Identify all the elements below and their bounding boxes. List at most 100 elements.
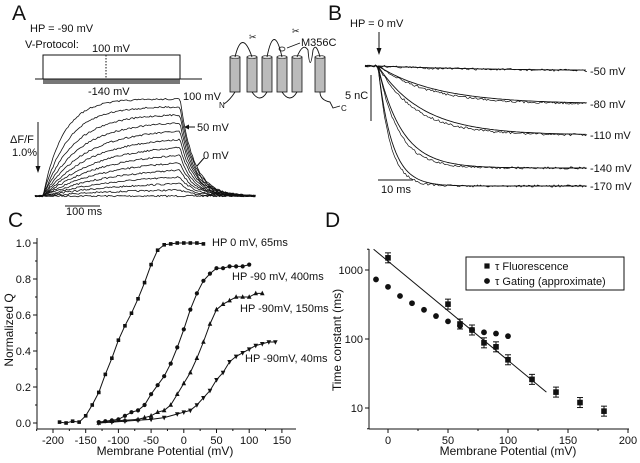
legend-label: τ Fluorescence [495, 261, 568, 273]
data-point [201, 242, 206, 246]
panel-label-a: A [12, 2, 26, 25]
data-point [174, 391, 180, 396]
data-point [181, 380, 187, 386]
data-point [214, 378, 219, 383]
series-label: HP -90mV, 150ms [240, 303, 329, 315]
x-tick-label: 50 [442, 435, 454, 447]
data-point [445, 301, 451, 307]
data-point [385, 255, 391, 261]
data-point [195, 241, 199, 245]
time-scale-label-b: 10 ms [381, 184, 411, 196]
panel-label-c: C [8, 209, 23, 232]
data-point [240, 294, 245, 299]
step-low-label: -140 mV [88, 86, 130, 98]
data-point [70, 419, 75, 423]
data-point [529, 376, 535, 383]
n-terminus-label: N [219, 101, 225, 110]
down-arrow-icon [35, 122, 41, 173]
data-point [181, 327, 186, 332]
data-point [220, 301, 226, 306]
x-tick-label: 150 [559, 435, 577, 447]
chart-normalized-q: 0.0 0.2 0.4 0.6 0.8 1.0 -200 -150 -100 -50 0 50 100 1… [16, 237, 329, 447]
trace-label-0mv: 0 mV [203, 150, 229, 162]
x-axis-label-d: Membrane Potential (mV) [440, 444, 577, 458]
data-point [83, 414, 88, 418]
y-tick-label: 10 [351, 403, 363, 415]
data-point [188, 307, 193, 312]
down-arrow-icon [376, 32, 382, 55]
data-point [175, 241, 180, 245]
trace-label-b: -140 mV [590, 163, 632, 175]
data-point [505, 333, 511, 340]
x-tick-label: 200 [619, 435, 637, 447]
data-point [409, 300, 415, 307]
y-tick-label: 0.4 [16, 346, 31, 358]
data-point [188, 241, 193, 245]
v-protocol-label: V-Protocol: [25, 39, 79, 51]
gating-charge-traces: -50 mV -80 mV -110 mV -140 mV -170 mV [364, 64, 632, 193]
holding-potential-label-b: HP = 0 mV [350, 18, 404, 30]
data-point [273, 340, 278, 345]
scale-dff-value: 1.0% [12, 147, 37, 159]
x-tick-label: -50 [143, 435, 159, 447]
series-label: HP -90 mV, 400ms [232, 271, 324, 283]
data-point [148, 413, 154, 418]
transmembrane-segment [291, 56, 303, 93]
fluorescence-trace [34, 169, 256, 197]
transmembrane-segment [276, 56, 288, 93]
data-point [103, 372, 108, 377]
exponential-fit-line [377, 65, 586, 104]
x-axis-label-c: Membrane Potential (mV) [97, 444, 234, 458]
data-point [135, 418, 141, 424]
legend-marker [484, 263, 490, 269]
data-point [162, 243, 166, 247]
transmembrane-segment [246, 56, 258, 93]
data-point [96, 390, 101, 395]
data-point [385, 283, 391, 290]
data-point [220, 370, 226, 376]
series-label: HP -90mV, 40ms [245, 353, 328, 365]
data-point [142, 280, 147, 285]
data-point [194, 355, 200, 360]
data-point [110, 356, 114, 360]
data-point [505, 356, 511, 363]
data-point [207, 388, 213, 394]
trace-label-b: -170 mV [590, 181, 632, 193]
data-point [246, 294, 252, 299]
fluorescence-trace [34, 106, 256, 198]
data-point [174, 412, 180, 417]
chart-time-constant: 10 100 1000 0 50 100 150 200 τ Fluorescence τ Gat… [339, 248, 637, 447]
fluorescence-trace [34, 162, 256, 198]
scissors-icon: ✂ [292, 26, 300, 36]
fluorescence-trace [34, 146, 256, 198]
panel-label-d: D [325, 209, 340, 232]
data-point [149, 392, 154, 397]
data-point [220, 266, 226, 271]
y-axis-label-c: Normalized Q [2, 293, 16, 366]
exponential-fit-line [377, 65, 586, 135]
data-point [240, 351, 245, 356]
data-point [421, 306, 427, 313]
data-point [266, 340, 272, 345]
data-point [109, 420, 115, 425]
pointer-line [196, 157, 205, 167]
y-axis-label-d: Time constant (ms) [330, 289, 344, 391]
data-point [142, 402, 147, 408]
data-point [553, 389, 559, 395]
data-point [123, 324, 127, 328]
fit-curve [59, 242, 204, 424]
data-point [201, 339, 206, 344]
y-tick-label: 0.8 [16, 274, 31, 286]
data-point [182, 241, 186, 245]
x-tick-label: 50 [210, 435, 222, 447]
protocol-step-box [42, 54, 181, 80]
x-tick-label: 100 [499, 435, 517, 447]
trace-label-b: -50 mV [590, 66, 626, 78]
fit-curve [98, 292, 263, 424]
panel-a: A HP = -90 mV V-Protocol: 100 mV -140 mV… [10, 2, 347, 218]
fluorescence-trace [34, 154, 256, 198]
data-point [149, 262, 153, 267]
data-point [168, 242, 173, 246]
data-point [161, 407, 167, 413]
